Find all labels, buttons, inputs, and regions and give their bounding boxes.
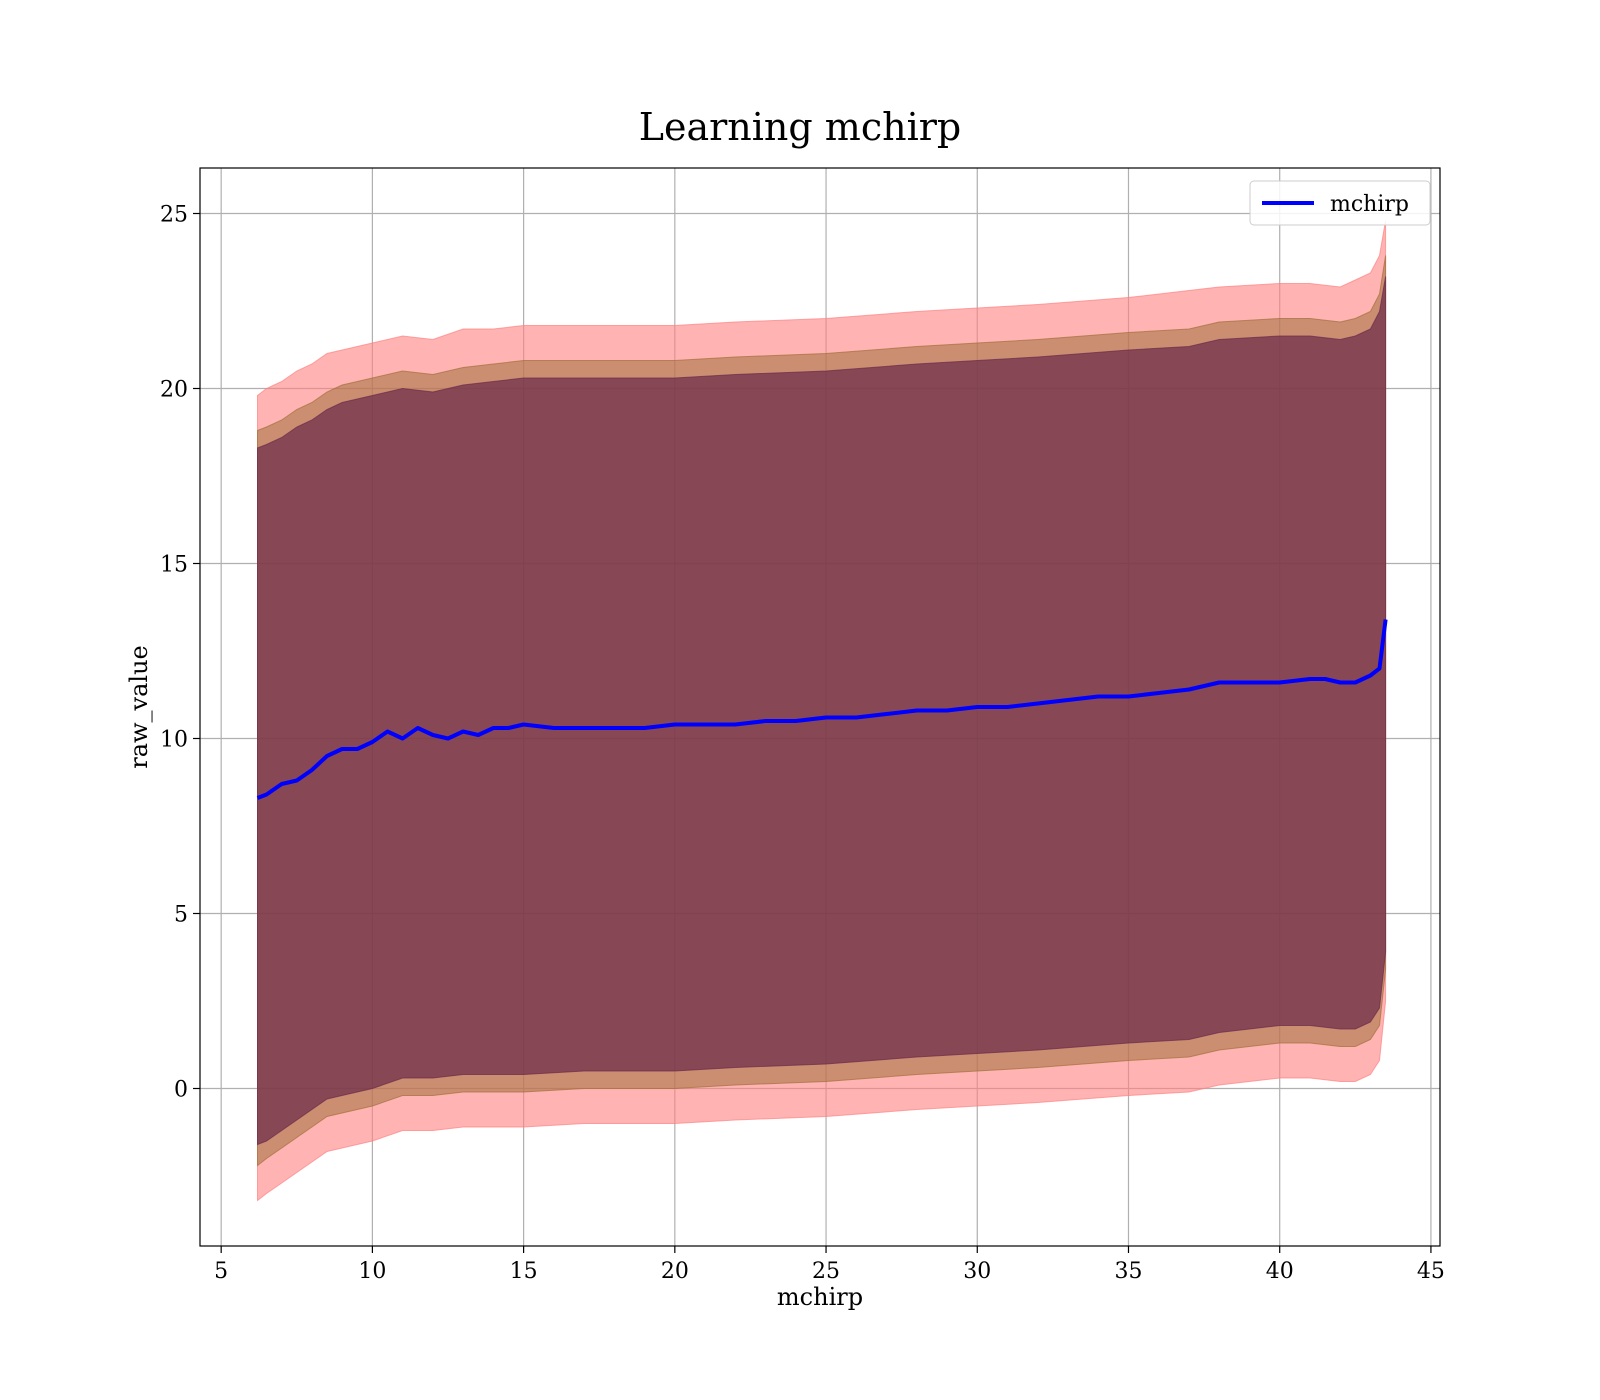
x-tick-label: 10 <box>358 1259 386 1284</box>
x-tick-label: 35 <box>1114 1259 1142 1284</box>
y-tick-label: 25 <box>160 203 188 228</box>
plot-frame <box>199 167 1441 1247</box>
y-axis-label: raw_value <box>125 645 153 769</box>
y-tick-label: 10 <box>160 728 188 753</box>
y-tick-label: 20 <box>160 378 188 403</box>
series-lines <box>256 619 1388 800</box>
x-tick-label: 25 <box>812 1259 840 1284</box>
x-tick-label: 30 <box>963 1259 991 1284</box>
y-tick-label: 5 <box>174 903 188 928</box>
y-tick-label: 15 <box>160 553 188 578</box>
x-tick-label: 45 <box>1417 1259 1445 1284</box>
x-tick-label: 40 <box>1266 1259 1294 1284</box>
x-tick-label: 5 <box>214 1259 228 1284</box>
x-tick-label: 20 <box>661 1259 689 1284</box>
legend: mchirp <box>1249 180 1431 226</box>
x-axis-label: mchirp <box>777 1283 863 1311</box>
legend-entry-label: mchirp <box>1330 192 1409 217</box>
legend-box <box>1249 180 1431 226</box>
chart-title: Learning mchirp <box>639 105 961 149</box>
series-line-mchirp <box>256 619 1388 800</box>
inner-band <box>257 276 1387 1146</box>
bands <box>257 220 1387 1202</box>
y-tick-label: 0 <box>174 1078 188 1103</box>
x-tick-label: 15 <box>510 1259 538 1284</box>
ticks: 5 10 15 20 25 30 35 40 45 0 5 10 15 20 25 <box>160 203 1445 1285</box>
